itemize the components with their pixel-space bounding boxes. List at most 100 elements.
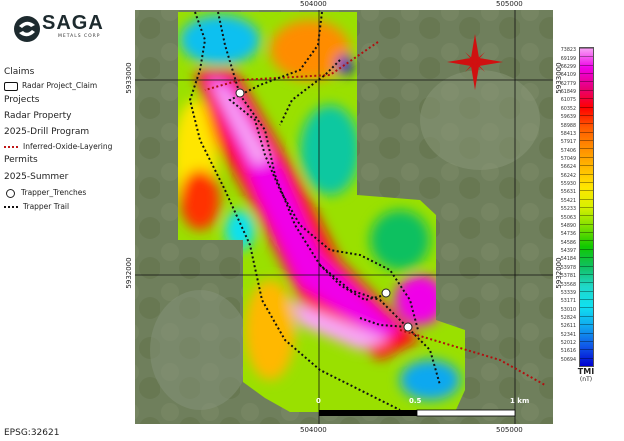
- logo-tagline: METALS CORP: [58, 34, 101, 39]
- colorbar-tick-label: 54586: [560, 240, 576, 246]
- trench-marker[interactable]: [403, 322, 413, 332]
- colorbar-class-divider: [580, 273, 593, 275]
- colorbar-class-divider: [580, 181, 593, 183]
- north-arrow-icon: [447, 34, 503, 90]
- colorbar-tick-label: 52611: [560, 324, 576, 330]
- colorbar-class-divider: [580, 248, 593, 250]
- colorbar-tick-label: 53010: [560, 307, 576, 313]
- colorbar-tick-label: 54184: [560, 257, 576, 263]
- black-dotted-line-symbol: [4, 206, 18, 208]
- colorbar-tick-label: 62779: [560, 81, 576, 87]
- colorbar-class-divider: [580, 106, 593, 108]
- saga-logo: [14, 16, 40, 42]
- crs-label: EPSG:32621: [4, 428, 60, 438]
- colorbar-class-divider: [580, 190, 593, 192]
- claim-rectangle-symbol: [4, 81, 18, 91]
- colorbar-class-divider: [580, 48, 593, 49]
- colorbar-class-divider: [580, 73, 593, 75]
- colorbar-class-divider: [580, 299, 593, 301]
- colorbar-class-divider: [580, 290, 593, 292]
- colorbar-class-divider: [580, 332, 593, 334]
- colorbar-class-divider: [580, 56, 593, 58]
- legend-item-claim: Radar Project_Claim: [4, 81, 97, 91]
- tmi-colorbar: [579, 47, 594, 367]
- colorbar-tick-label: 66299: [560, 64, 576, 70]
- logo-wordmark: SAGA: [42, 12, 104, 34]
- colorbar-tick-label: 53978: [560, 265, 576, 271]
- colorbar-tick-label: 52824: [560, 315, 576, 321]
- trench-marker[interactable]: [235, 88, 245, 98]
- colorbar-tick-label: 73823: [560, 48, 576, 54]
- colorbar-tick-label: 58413: [560, 131, 576, 137]
- easting-label-bottom-2: 505000: [496, 426, 523, 434]
- colorbar-class-divider: [580, 257, 593, 259]
- colorbar-tick-label: 57049: [560, 156, 576, 162]
- easting-label-bottom-1: 504000: [300, 426, 327, 434]
- northing-label-left-1: 5933000: [125, 62, 133, 94]
- colorbar-class-divider: [580, 240, 593, 242]
- easting-label-top-2: 505000: [496, 0, 523, 8]
- colorbar-tick-label: 64109: [560, 73, 576, 79]
- colorbar-tick-label: 50694: [560, 357, 576, 363]
- colorbar-class-divider: [580, 123, 593, 125]
- colorbar-tick-label: 53171: [560, 299, 576, 305]
- scale-label-1km: 1 km: [510, 397, 530, 405]
- colorbar-class-divider: [580, 156, 593, 158]
- legend-heading-drill-program: 2025-Drill Program: [4, 127, 90, 137]
- legend-heading-summer: 2025-Summer: [4, 172, 69, 182]
- legend-label: Trapper Trail: [23, 202, 70, 211]
- scale-label-half: 0.5: [409, 397, 422, 405]
- colorbar-class-divider: [580, 282, 593, 284]
- colorbar-class-divider: [580, 307, 593, 309]
- legend-item-trail: Trapper Trail: [4, 202, 69, 211]
- colorbar-tick-label: 53568: [560, 282, 576, 288]
- colorbar-class-divider: [580, 114, 593, 116]
- colorbar-class-divider: [580, 148, 593, 150]
- colorbar-tick-label: 54890: [560, 223, 576, 229]
- colorbar-class-divider: [580, 223, 593, 225]
- colorbar-tick-label: 54736: [560, 232, 576, 238]
- colorbar-class-divider: [580, 140, 593, 142]
- colorbar-tick-label: 55233: [560, 207, 576, 213]
- colorbar-tick-label: 52341: [560, 332, 576, 338]
- colorbar-class-divider: [580, 198, 593, 200]
- colorbar-class-divider: [580, 315, 593, 317]
- colorbar-class-divider: [580, 64, 593, 66]
- colorbar-class-divider: [580, 165, 593, 167]
- colorbar-tick-label: 58988: [560, 123, 576, 129]
- colorbar-tick-label: 55930: [560, 182, 576, 188]
- legend-label: Trapper_Trenches: [21, 188, 87, 197]
- trench-marker[interactable]: [381, 288, 391, 298]
- colorbar-class-divider: [580, 215, 593, 217]
- colorbar-tick-label: 57917: [560, 140, 576, 146]
- colorbar-tick-label: 61849: [560, 90, 576, 96]
- legend-heading-claims: Claims: [4, 67, 35, 77]
- colorbar-tick-label: 60352: [560, 106, 576, 112]
- colorbar-tick-label: 51616: [560, 349, 576, 355]
- colorbar-class-divider: [580, 131, 593, 133]
- red-dotted-line-symbol: [4, 146, 18, 148]
- colorbar-class-divider: [580, 173, 593, 175]
- tmi-colorbar-labels: 73823 69199 66299 64109 62779 61849 61075 60352…: [548, 47, 576, 365]
- scale-bar: [319, 409, 516, 417]
- colorbar-class-divider: [580, 98, 593, 100]
- colorbar-tick-label: 52012: [560, 341, 576, 347]
- colorbar-tick-label: 59639: [560, 115, 576, 121]
- inferred-oxide-layering-lines: [204, 41, 546, 386]
- colorbar-tick-label: 55631: [560, 190, 576, 196]
- legend-label: Inferred-Oxide-Layering: [23, 142, 113, 151]
- tmi-map[interactable]: [135, 10, 553, 424]
- colorbar-title: TMI: [577, 367, 595, 376]
- colorbar-tick-label: 69199: [560, 56, 576, 62]
- colorbar-unit: (nT): [579, 376, 593, 383]
- trench-circle-symbol: [6, 188, 15, 198]
- colorbar-class-divider: [580, 232, 593, 234]
- colorbar-class-divider: [580, 265, 593, 267]
- colorbar-class-divider: [580, 349, 593, 351]
- colorbar-class-divider: [580, 81, 593, 83]
- scale-label-0: 0: [316, 397, 321, 405]
- legend-item-trenches: Trapper_Trenches: [4, 188, 86, 198]
- legend-heading-projects: Projects: [4, 95, 40, 105]
- colorbar-class-divider: [580, 207, 593, 208]
- colorbar-tick-label: 56242: [560, 173, 576, 179]
